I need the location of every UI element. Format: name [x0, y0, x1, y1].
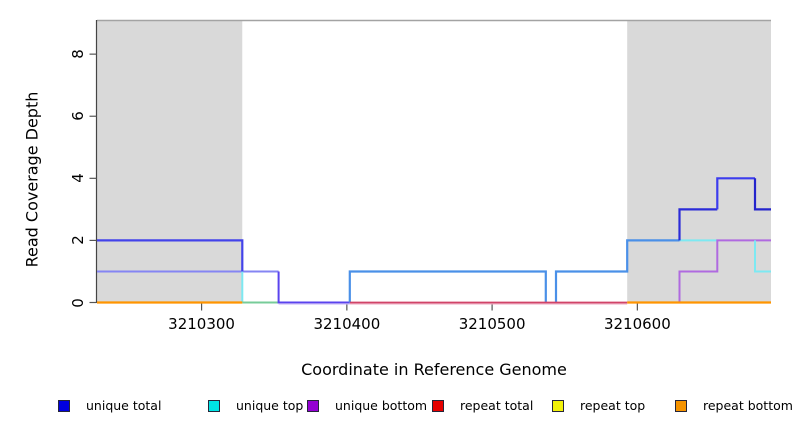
y-tick-label: 4 — [69, 173, 87, 184]
y-tick-label: 0 — [69, 297, 87, 308]
coverage-step-segment — [97, 239, 244, 272]
x-axis-label: Coordinate in Reference Genome — [301, 360, 567, 379]
y-tick-label: 8 — [69, 49, 87, 59]
y-tick-label: 6 — [69, 111, 87, 122]
x-tick-label: 3210600 — [603, 315, 671, 333]
y-axis-label: Read Coverage Depth — [22, 91, 42, 268]
x-tick-label: 3210300 — [168, 315, 235, 333]
y-tick-label: 2 — [69, 235, 87, 246]
coverage-step-segment — [716, 177, 755, 210]
coverage-step-segment — [678, 239, 771, 303]
coverage-step-segment — [753, 178, 771, 211]
repeat-region-shading — [627, 20, 771, 304]
coverage-step-segment — [678, 208, 718, 241]
coverage-step-segment — [348, 270, 547, 303]
coverage-step-segment — [554, 239, 680, 303]
x-tick-label: 3210400 — [313, 315, 381, 333]
repeat-region-shading — [97, 20, 243, 304]
coverage-step-segment — [277, 271, 350, 304]
x-tick-label: 3210500 — [458, 315, 526, 333]
coverage-step-segment — [754, 240, 771, 273]
